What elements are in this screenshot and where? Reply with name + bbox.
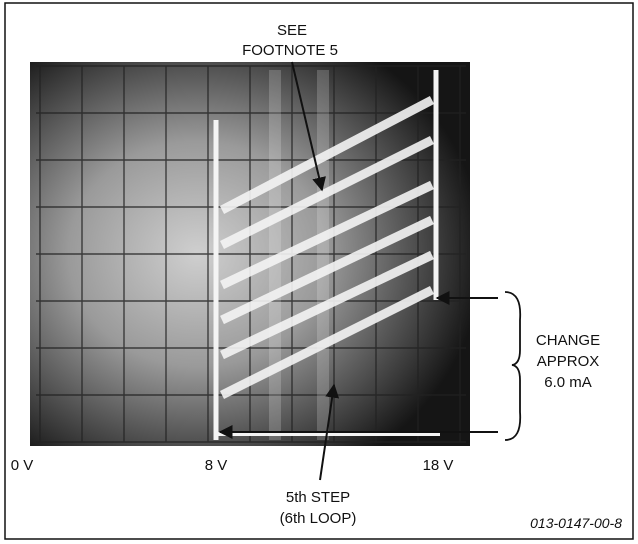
- annotation: (6th LOOP): [280, 510, 357, 527]
- traces: [213, 70, 440, 440]
- axis-label: 0 V: [11, 457, 34, 474]
- annotation: 5th STEP: [286, 489, 350, 506]
- frame: [4, 2, 634, 540]
- annotation: 6.0 mA: [544, 374, 592, 391]
- annotation: FOOTNOTE 5: [242, 42, 338, 59]
- axis-label: 18 V: [423, 457, 454, 474]
- annotation: SEE: [277, 22, 307, 39]
- arrows: [218, 61, 522, 481]
- annotation: APPROX: [537, 353, 600, 370]
- figure-id: 013-0147-00-8: [530, 515, 622, 531]
- annotation: CHANGE: [536, 332, 600, 349]
- axis-label: 8 V: [205, 457, 228, 474]
